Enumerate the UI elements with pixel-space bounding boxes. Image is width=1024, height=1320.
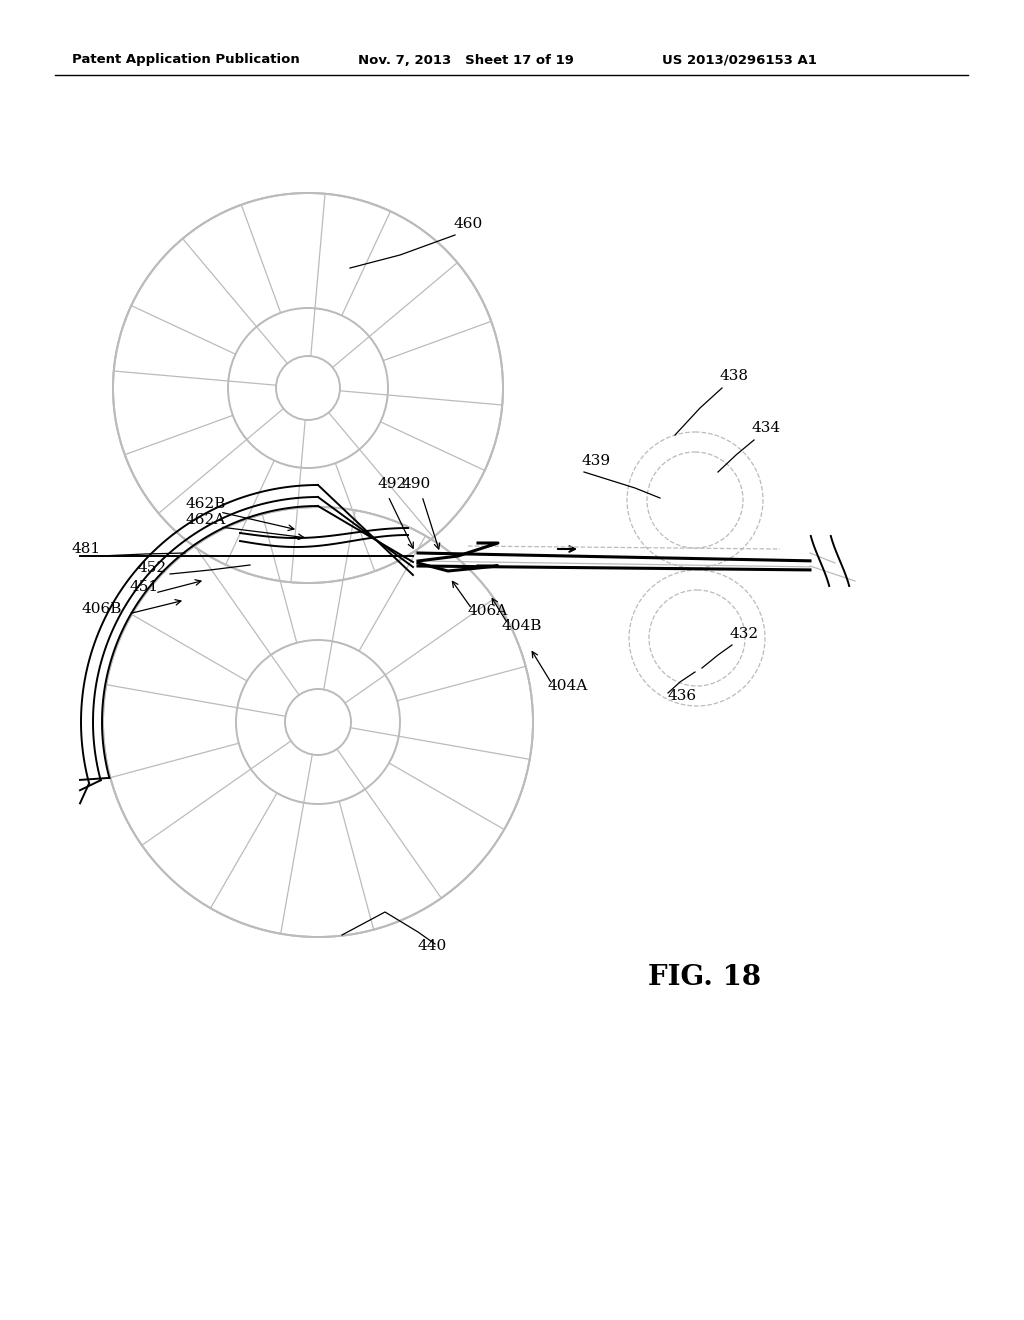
Text: 404B: 404B <box>502 619 543 634</box>
Text: 434: 434 <box>752 421 781 436</box>
Text: 452: 452 <box>138 561 167 576</box>
Text: 460: 460 <box>453 216 482 231</box>
Text: 462B: 462B <box>185 498 225 511</box>
Text: 436: 436 <box>668 689 697 704</box>
Text: 406A: 406A <box>468 605 508 618</box>
Text: 404A: 404A <box>548 678 588 693</box>
Text: 481: 481 <box>72 543 101 556</box>
Text: 462A: 462A <box>185 513 225 527</box>
Text: 490: 490 <box>402 477 431 491</box>
Text: 439: 439 <box>582 454 611 469</box>
Text: US 2013/0296153 A1: US 2013/0296153 A1 <box>662 54 817 66</box>
Text: 438: 438 <box>720 370 749 383</box>
Text: 440: 440 <box>418 939 447 953</box>
Text: 432: 432 <box>730 627 759 642</box>
Text: 451: 451 <box>130 579 159 594</box>
Text: FIG. 18: FIG. 18 <box>648 964 761 991</box>
Text: 492: 492 <box>378 477 408 491</box>
Text: 406B: 406B <box>82 602 123 616</box>
Text: Patent Application Publication: Patent Application Publication <box>72 54 300 66</box>
Text: Nov. 7, 2013   Sheet 17 of 19: Nov. 7, 2013 Sheet 17 of 19 <box>358 54 573 66</box>
